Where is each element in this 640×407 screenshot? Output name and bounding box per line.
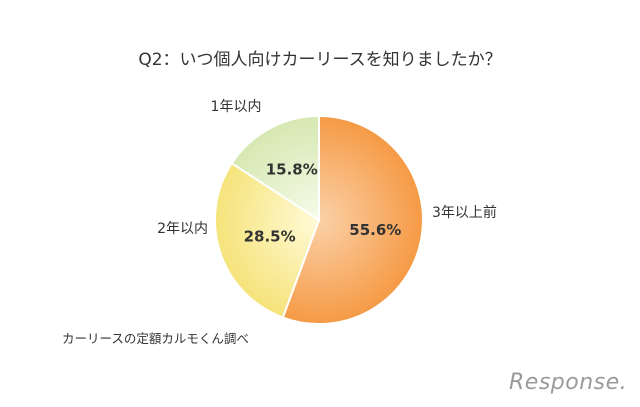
slice-value-label-3: 15.8% [266,161,318,179]
pie-slice-2 [214,161,321,319]
pie-slices [214,114,424,325]
slice-category-label-1: 3年以上前 [432,204,497,221]
slice-value-label-1: 55.6% [349,221,401,239]
slice-category-label-3: 1年以内 [211,99,262,115]
chart-title: Q2：いつ個人向けカーリースを知りましたか？ [138,50,501,70]
source-note: カーリースの定額カルモくん調べ [62,331,249,346]
pie-slice-1 [281,114,424,325]
watermark-logo: Response. [509,370,628,395]
slice-category-label-2: 2年以内 [157,221,208,237]
slice-value-label-2: 28.5% [244,227,296,245]
pie-slice-3 [230,114,320,222]
pie-labels: 55.6% 3年以上前 28.5% 2年以内 15.8% 1年以内 [157,99,497,245]
